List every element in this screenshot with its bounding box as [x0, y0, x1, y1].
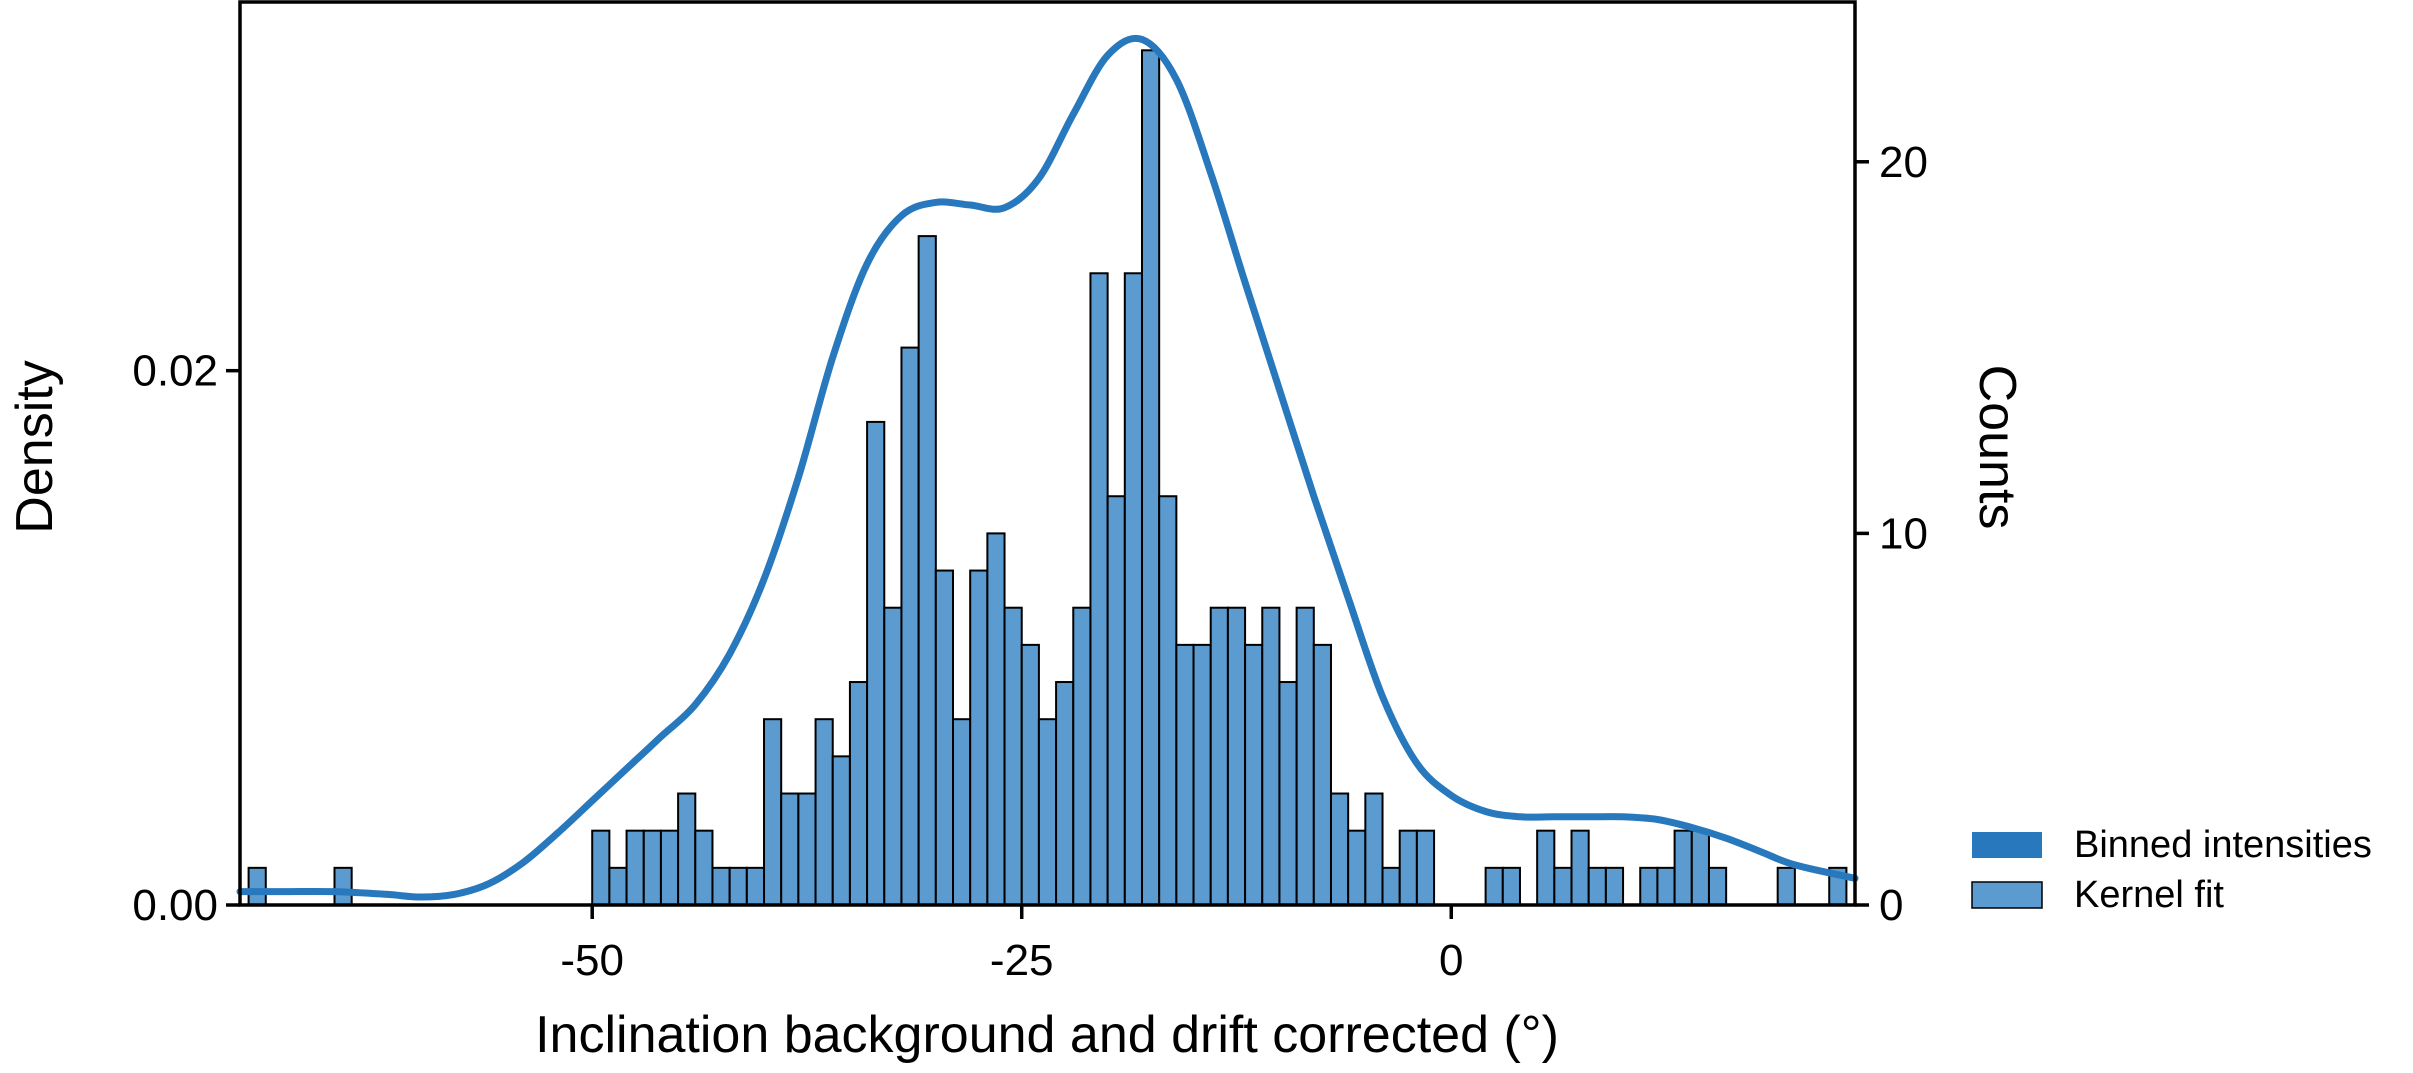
kernel-fit-line — [236, 34, 1859, 901]
histogram-bar — [728, 866, 748, 906]
x-axis-title: Inclination background and drift correct… — [535, 1006, 1559, 1064]
histogram-bar — [333, 866, 353, 906]
legend-label-kernel: Kernel fit — [2074, 874, 2224, 916]
histogram-bar — [1072, 606, 1092, 906]
histogram-bar — [1570, 829, 1590, 906]
histogram-bar — [900, 346, 920, 906]
histogram-bar — [848, 681, 869, 907]
histogram-bar — [866, 420, 886, 906]
histogram-bar — [711, 866, 731, 906]
legend-swatch-binned — [1972, 832, 2042, 858]
histogram-bar — [694, 829, 714, 906]
histogram-bar — [1003, 606, 1023, 906]
histogram-bar — [1055, 681, 1075, 907]
histogram-bar — [797, 792, 817, 906]
histogram-bar — [883, 606, 903, 906]
histogram-bar — [625, 829, 645, 906]
histogram-bar — [1106, 495, 1126, 906]
histogram-bar — [1123, 272, 1143, 906]
histogram-bar — [1364, 792, 1384, 906]
histogram-bar — [247, 866, 267, 906]
histogram-bar — [1089, 272, 1109, 906]
histogram-bar — [1656, 866, 1676, 906]
x-tick-label: -25 — [990, 936, 1054, 985]
histogram-bar — [659, 829, 680, 906]
x-tick-label: -50 — [560, 936, 624, 985]
histogram-bar — [1707, 866, 1728, 906]
histogram-bar — [1776, 866, 1796, 906]
x-tick-label: 0 — [1439, 936, 1463, 985]
legend: Binned intensities Kernel fit — [1971, 824, 2372, 916]
histogram-bar — [1192, 643, 1212, 906]
histogram-bar — [1020, 643, 1040, 906]
histogram-bar — [831, 755, 851, 906]
histogram-bar — [1381, 866, 1401, 906]
y-left-axis-ticks: 0.00 0.02 — [132, 347, 240, 930]
histogram-bar — [780, 792, 800, 906]
histogram-bar — [934, 569, 955, 906]
histogram-bar — [814, 718, 834, 906]
histogram-bar — [952, 718, 972, 906]
histogram-bar — [1690, 829, 1710, 906]
histogram-bar — [1226, 606, 1247, 906]
histogram-bar — [1278, 681, 1298, 907]
histogram-bar — [1398, 829, 1418, 906]
histogram-bar — [1209, 606, 1229, 906]
y-right-tick-label: 20 — [1879, 138, 1928, 187]
histogram-bar — [1140, 49, 1161, 906]
y-left-tick-label: 0.00 — [132, 881, 218, 930]
histogram-bar — [1244, 643, 1264, 906]
y-right-tick-label: 10 — [1879, 509, 1928, 558]
histogram-bar — [986, 532, 1006, 907]
y-left-axis-title: Density — [6, 360, 64, 533]
histogram-bar — [1587, 866, 1607, 906]
histogram-bar — [1347, 829, 1367, 906]
histogram-bar — [1261, 606, 1281, 906]
histogram-bar — [1536, 829, 1556, 906]
legend-label-binned: Binned intensities — [2074, 824, 2372, 866]
y-left-tick-label: 0.02 — [132, 347, 218, 396]
histogram-bar — [591, 829, 611, 906]
histogram-bar — [1175, 643, 1195, 906]
histogram-bar — [1501, 866, 1521, 906]
histogram-bar — [1037, 718, 1058, 906]
histogram-bar — [969, 569, 989, 906]
histogram-bar — [1484, 866, 1504, 906]
histogram-bar — [642, 829, 662, 906]
histogram-bar — [917, 235, 937, 907]
histogram-bar — [1553, 866, 1573, 906]
y-right-axis-ticks: 0 10 20 — [1855, 138, 1928, 930]
histogram-bar — [608, 866, 628, 906]
histogram-bar — [1158, 495, 1178, 906]
histogram-bar — [1295, 606, 1315, 906]
histogram-bar — [1312, 643, 1332, 906]
legend-swatch-kernel — [1971, 881, 2043, 909]
y-right-tick-label: 0 — [1879, 881, 1903, 930]
y-right-axis-title: Counts — [1968, 365, 2026, 530]
histogram-bar — [1415, 829, 1436, 906]
histogram-bar — [1673, 829, 1693, 906]
histogram-bar — [745, 866, 766, 906]
histogram-bar — [1604, 866, 1625, 906]
histogram-bar — [1639, 866, 1659, 906]
histogram-bar — [677, 792, 697, 906]
x-axis-ticks: -50 -25 0 — [560, 905, 1463, 985]
histogram-bar — [1329, 792, 1350, 906]
histogram-bar — [763, 718, 783, 906]
plot-frame — [238, 0, 1857, 907]
